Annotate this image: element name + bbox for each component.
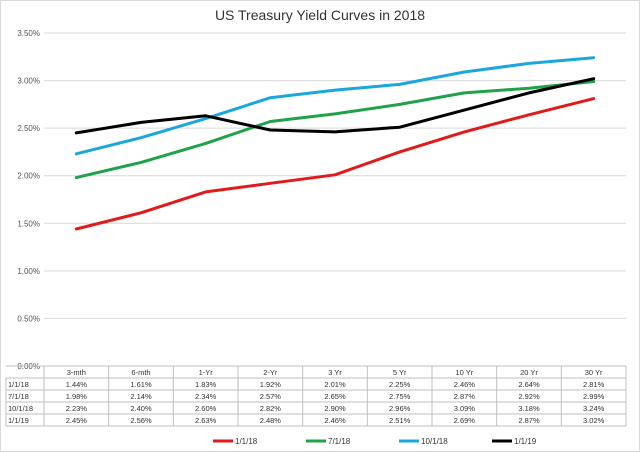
x-category-label: 1-Yr — [199, 368, 214, 377]
y-tick-label: 2.50% — [17, 124, 40, 133]
table-row-header: 1/1/18 — [8, 380, 29, 389]
table-cell: 3.09% — [454, 404, 476, 413]
table-cell: 2.96% — [389, 404, 411, 413]
table-cell: 2.01% — [324, 380, 346, 389]
table-cell: 1.61% — [130, 380, 152, 389]
table-cell: 2.92% — [518, 392, 540, 401]
table-row-header: 1/1/19 — [8, 416, 29, 425]
x-category-label: 5 Yr — [393, 368, 407, 377]
table-cell: 2.46% — [454, 380, 476, 389]
legend-label: 1/1/18 — [235, 437, 258, 446]
series-line — [74, 97, 596, 231]
series-line — [74, 56, 596, 156]
table-cell: 2.56% — [130, 416, 152, 425]
legend-label: 7/1/18 — [328, 437, 351, 446]
legend: 1/1/18 7/1/18 10/1/18 1/1/19 — [213, 437, 537, 446]
table-cell: 2.81% — [583, 380, 605, 389]
table-cell: 1.98% — [66, 392, 88, 401]
y-tick-label: 1.50% — [17, 219, 40, 228]
y-tick-label: 2.00% — [17, 172, 40, 181]
x-category-label: 3 Yr — [328, 368, 342, 377]
table-row-header: 7/1/18 — [8, 392, 29, 401]
table-cell: 2.82% — [260, 404, 282, 413]
table-row-header: 10/1/18 — [8, 404, 33, 413]
table-cell: 2.23% — [66, 404, 88, 413]
table-cell: 3.02% — [583, 416, 605, 425]
table-cell: 1.92% — [260, 380, 282, 389]
table-cell: 2.69% — [454, 416, 476, 425]
table-cell: 2.34% — [195, 392, 217, 401]
table-cell: 2.60% — [195, 404, 217, 413]
series-lines — [74, 56, 596, 231]
table-cell: 3.18% — [518, 404, 540, 413]
table-cell: 2.87% — [454, 392, 476, 401]
table-cell: 3.24% — [583, 404, 605, 413]
table-cell: 2.99% — [583, 392, 605, 401]
table-cell: 2.63% — [195, 416, 217, 425]
table-cell: 2.40% — [130, 404, 152, 413]
table-cell: 2.25% — [389, 380, 411, 389]
legend-label: 1/1/19 — [514, 437, 537, 446]
y-tick-label: 0.50% — [17, 314, 40, 323]
x-category-label: 20 Yr — [520, 368, 538, 377]
table-cell: 2.46% — [324, 416, 346, 425]
y-tick-label: 3.00% — [17, 77, 40, 86]
series-line — [74, 77, 596, 135]
x-category-label: 3-mth — [67, 368, 86, 377]
x-category-label: 2-Yr — [263, 368, 278, 377]
x-category-label: 30 Yr — [585, 368, 603, 377]
x-category-label: 6-mth — [131, 368, 150, 377]
table-cell: 2.48% — [260, 416, 282, 425]
table-cell: 2.14% — [130, 392, 152, 401]
table-cell: 1.83% — [195, 380, 217, 389]
y-tick-label: 1.00% — [17, 267, 40, 276]
table-cell: 2.90% — [324, 404, 346, 413]
series-line — [74, 80, 596, 180]
x-category-label: 10 Yr — [455, 368, 473, 377]
legend-label: 10/1/18 — [421, 437, 448, 446]
table-cell: 2.64% — [518, 380, 540, 389]
table-cell: 2.75% — [389, 392, 411, 401]
table-cell: 2.57% — [260, 392, 282, 401]
table-cell: 1.44% — [66, 380, 88, 389]
table-cell: 2.45% — [66, 416, 88, 425]
table-cell: 2.87% — [518, 416, 540, 425]
data-table: 3-mth 6-mth 1-Yr 2-Yr 3 Yr 5 Yr 10 Yr 20 Yr 30 Y… — [5, 365, 627, 427]
chart-title: US Treasury Yield Curves in 2018 — [215, 7, 425, 23]
table-cell: 2.51% — [389, 416, 411, 425]
y-tick-label: 3.50% — [17, 29, 40, 38]
table-cell: 2.65% — [324, 392, 346, 401]
